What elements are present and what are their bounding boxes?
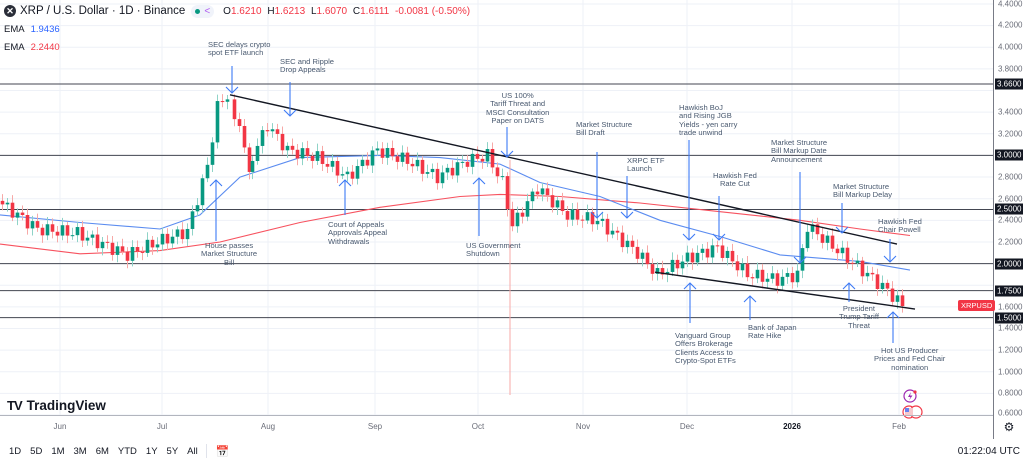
price-chart[interactable] (0, 0, 993, 415)
y-tick: 2.4000 (998, 215, 1023, 225)
x-tick: Jul (156, 422, 168, 431)
y-tick: 1.0000 (998, 367, 1023, 377)
y-tick: 3.8000 (998, 64, 1023, 74)
range-5y[interactable]: 5Y (166, 445, 179, 457)
divider (205, 444, 207, 458)
x-tick: 2026 (783, 422, 801, 431)
y-tick: 0.8000 (998, 388, 1023, 398)
annotation-boj-hike: Bank of Japan Rate Hike (748, 323, 797, 341)
y-tick: 2.2000 (998, 237, 1023, 247)
share-icon: < (204, 5, 211, 17)
annotation-hawkish-boj: Hawkish BoJ and Rising JGB Yields - yen … (679, 103, 738, 137)
range-1y[interactable]: 1Y (145, 445, 158, 457)
y-tick: 3.4000 (998, 107, 1023, 117)
annotation-house-passes: House passes Market Structure Bill (201, 241, 258, 267)
y-tick: 0.6000 (998, 408, 1023, 418)
y-tick: 4.0000 (998, 42, 1023, 52)
level-label: 1.5000 (995, 312, 1024, 324)
annotation-bill-draft: Market Structure Bill Draft (576, 120, 633, 138)
annotation-gov-shutdown: US Government Shutdown (466, 241, 521, 259)
annotation-xrpc-etf: XRPC ETF Launch (627, 156, 665, 174)
x-tick: Nov (575, 422, 591, 431)
annotation-fed-powell: Hawkish Fed Chair Powell (878, 217, 922, 235)
x-tick: Oct (471, 422, 485, 431)
symbol-title[interactable]: XRP / U.S. Dollar · 1D · Binance (20, 5, 186, 17)
range-all[interactable]: All (187, 445, 198, 457)
market-open-dot-icon (195, 8, 201, 14)
annotation-markup-date: Market Structure Bill Markup Date Announ… (771, 138, 828, 164)
lightning-event-icon (903, 389, 917, 403)
level-label: 1.7500 (995, 285, 1024, 297)
symbol-price-tag: XRPUSD (958, 300, 996, 311)
range-1m[interactable]: 1M (51, 445, 65, 457)
ohlc-values: O1.6210 H1.6213 L1.6070 C1.6111 -0.0081 … (223, 5, 471, 17)
x-tick: Sep (367, 422, 383, 431)
x-tick: Aug (260, 422, 276, 431)
annotation-sec-delays: SEC delays crypto spot ETF launch (208, 40, 271, 58)
range-5d[interactable]: 5D (30, 445, 43, 457)
range-ytd[interactable]: YTD (117, 445, 137, 457)
chart-pane[interactable]: ✕ XRP / U.S. Dollar · 1D · Binance < O1.… (0, 0, 993, 419)
x-tick: Feb (892, 422, 906, 431)
gear-icon[interactable]: ⚙ (993, 415, 1024, 439)
range-3m[interactable]: 3M (73, 445, 87, 457)
level-label: 3.6600 (995, 78, 1024, 90)
x-tick: Jun (53, 422, 67, 431)
calendar-goto-icon[interactable]: 📅 (215, 445, 230, 458)
time-axis[interactable]: Jun Jul Aug Sep Oct Nov Dec 2026 Feb (0, 415, 993, 439)
indicator-ema-red[interactable]: EMA 2.2440 (4, 41, 60, 53)
range-6m[interactable]: 6M (95, 445, 109, 457)
annotation-markup-delay: Market Structure Bill Markup Delay (833, 182, 893, 200)
x-logo-icon: ✕ (4, 5, 16, 17)
change-value: -0.0081 (-0.50%) (395, 5, 471, 17)
range-bar: 1D 5D 1M 3M 6M YTD 1Y 5Y All 📅 (0, 441, 1024, 461)
x-tick: Dec (679, 422, 695, 431)
annotation-fed-rate-cut: Hawkish Fed Rate Cut (713, 171, 757, 189)
status-pill[interactable]: < (191, 4, 215, 18)
annotation-hot-ppi: Hot US Producer Prices and Fed Chair nom… (874, 346, 946, 372)
annotation-court-appeals: Court of Appeals Approvals Appeal Withdr… (328, 220, 388, 246)
y-tick: 2.6000 (998, 194, 1023, 204)
y-tick: 2.8000 (998, 172, 1023, 182)
utc-clock[interactable]: 01:22:04 UTC (957, 446, 1020, 457)
range-1d[interactable]: 1D (9, 445, 22, 457)
level-label: 3.0000 (995, 149, 1024, 161)
tradingview-logo-icon: TV (7, 398, 23, 413)
price-axis[interactable]: 4.4000 4.2000 4.0000 3.8000 3.4000 3.200… (993, 0, 1024, 418)
y-tick: 4.2000 (998, 20, 1023, 30)
y-tick: 1.6000 (998, 302, 1023, 312)
y-tick: 1.4000 (998, 323, 1023, 333)
level-label: 2.0000 (995, 258, 1024, 270)
indicator-ema-blue[interactable]: EMA 1.9436 (4, 23, 60, 35)
y-tick: 1.2000 (998, 345, 1023, 355)
tradingview-logo[interactable]: TV TradingView (7, 398, 106, 413)
y-tick: 3.2000 (998, 129, 1023, 139)
annotation-trump-tariff: President Trump Tariff Threat (839, 304, 879, 330)
annotation-us-tariff: US 100% Tariff Threat and MSCI Consultat… (486, 91, 550, 125)
annotation-vanguard: Vanguard Group Offers Brokerage Clients … (675, 331, 736, 365)
symbol-row: ✕ XRP / U.S. Dollar · 1D · Binance < O1.… (4, 4, 470, 18)
level-label: 2.5000 (995, 203, 1024, 215)
chart-legend: ✕ XRP / U.S. Dollar · 1D · Binance < O1.… (4, 4, 470, 58)
annotation-sec-ripple: SEC and Ripple Drop Appeals (280, 57, 335, 75)
y-tick: 4.4000 (998, 0, 1023, 9)
